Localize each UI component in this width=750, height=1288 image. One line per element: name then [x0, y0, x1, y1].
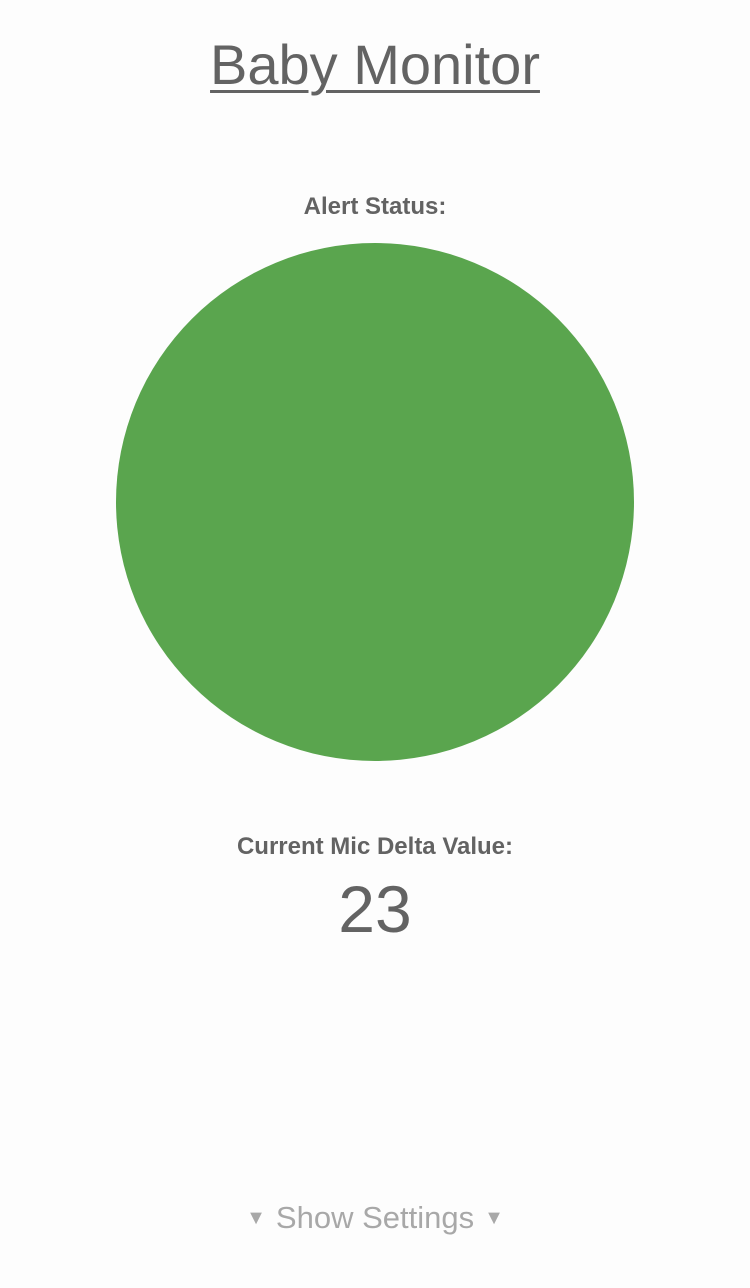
show-settings-label: Show Settings: [275, 1200, 475, 1235]
show-settings-toggle[interactable]: ▼ Show Settings ▼: [0, 1200, 750, 1238]
mic-delta-label: Current Mic Delta Value:: [236, 833, 514, 860]
alert-status-indicator: [116, 243, 634, 761]
alert-status-label: Alert Status:: [303, 193, 447, 220]
mic-delta-value: 23: [338, 872, 412, 946]
triangle-down-icon: ▼: [246, 1206, 266, 1229]
page-title[interactable]: Baby Monitor: [210, 33, 540, 96]
triangle-down-icon: ▼: [484, 1206, 504, 1229]
